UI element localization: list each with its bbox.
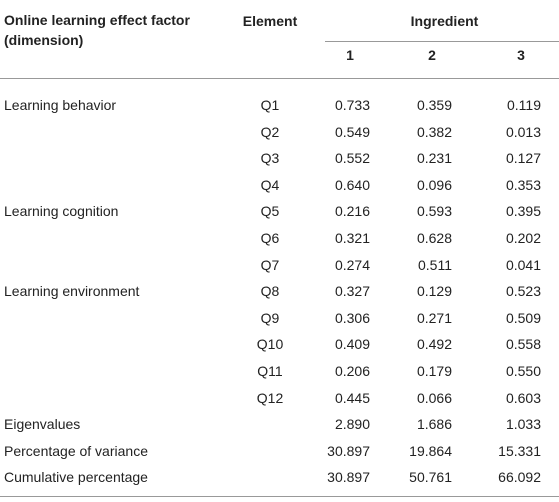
value-cell: 0.274 [334,256,370,273]
value-cell: 0.327 [334,283,370,300]
header-rule [325,41,559,42]
value-cell: 0.216 [334,203,370,220]
row-label: Eigenvalues [4,416,81,433]
value-cell: 0.359 [416,97,452,113]
element-cell: Q9 [260,309,280,326]
value-cell: 0.628 [416,230,452,246]
row-label: Learning environment [4,283,140,300]
value-cell: 0.306 [334,309,370,326]
header-component: 3 [517,47,525,63]
value-cell: 0.733 [334,97,370,113]
value-cell: 0.231 [416,150,452,167]
header-component: 2 [428,47,436,63]
value-cell: 0.129 [416,283,452,300]
value-cell: 0.127 [505,150,541,167]
value-cell: 66.092 [498,469,541,486]
element-cell: Q7 [260,256,280,273]
value-cell: 0.445 [334,389,370,406]
value-cell: 15.331 [498,442,541,459]
value-cell: 0.395 [505,203,541,220]
value-cell: 0.382 [416,123,452,140]
value-cell: 30.897 [327,442,370,459]
element-cell: Q8 [260,283,280,300]
header-ingredient: Ingredient [410,13,479,29]
row-label: Learning cognition [4,203,119,220]
value-cell: 0.271 [416,309,452,326]
value-cell: 0.640 [334,176,370,193]
value-cell: 0.096 [416,176,452,193]
header-component: 1 [346,47,354,63]
header-dimension: Online learning effect factor (dimension… [4,12,190,48]
value-cell: 0.353 [505,176,541,193]
value-cell: 30.897 [327,469,370,486]
element-cell: Q3 [260,150,280,167]
element-cell: Q5 [260,203,280,220]
value-cell: 0.509 [505,309,541,326]
value-cell: 0.593 [416,203,452,220]
element-cell: Q10 [256,336,284,353]
element-cell: Q4 [260,176,280,193]
value-cell: 0.549 [334,123,370,140]
value-cell: 2.890 [334,416,370,433]
value-cell: 0.066 [416,389,452,406]
value-cell: 0.603 [505,389,541,406]
row-label: Cumulative percentage [4,469,148,486]
header-rule [0,78,559,79]
value-cell: 1.033 [505,416,541,433]
value-cell: 0.013 [505,123,541,140]
value-cell: 0.552 [334,150,370,167]
element-cell: Q11 [257,363,283,379]
value-cell: 1.686 [416,416,452,433]
value-cell: 0.179 [416,363,452,379]
value-cell: 0.119 [507,97,541,113]
value-cell: 0.511 [418,256,452,273]
value-cell: 0.202 [505,230,541,246]
element-cell: Q12 [256,389,284,406]
value-cell: 19.864 [409,442,452,459]
row-label: Learning behavior [4,97,117,113]
row-label: Percentage of variance [4,442,148,459]
value-cell: 0.550 [505,363,541,379]
value-cell: 0.409 [334,336,370,353]
value-cell: 0.321 [334,230,370,246]
bottom-rule [0,496,559,497]
value-cell: 0.558 [505,336,541,353]
element-cell: Q6 [260,230,280,246]
value-cell: 50.761 [409,469,452,486]
value-cell: 0.492 [416,336,452,353]
value-cell: 0.523 [505,283,541,300]
value-cell: 0.041 [505,256,541,273]
header-element: Element [242,13,298,29]
element-cell: Q1 [260,97,280,113]
value-cell: 0.206 [334,363,370,379]
element-cell: Q2 [260,123,280,140]
